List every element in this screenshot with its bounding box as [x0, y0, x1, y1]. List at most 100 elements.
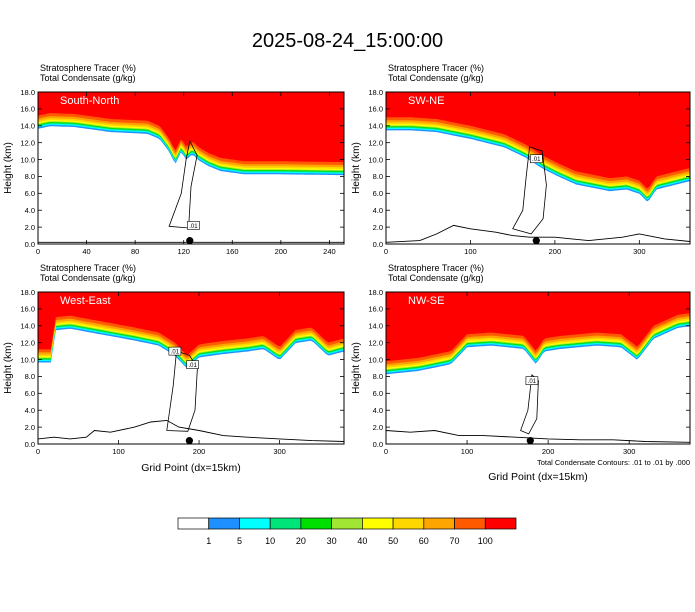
tracer-band-0 — [38, 92, 344, 163]
y-tick-label: 0.0 — [25, 440, 35, 449]
y-tick-label: 10.0 — [368, 155, 383, 164]
panel-subtitle-condensate: Total Condensate (g/kg) — [40, 273, 136, 283]
y-tick-label: 2.0 — [373, 223, 383, 232]
y-tick-label: 12.0 — [368, 338, 383, 347]
terrain-line — [386, 430, 690, 443]
panel-frame — [385, 91, 691, 245]
colorbar-swatch — [239, 517, 271, 530]
y-tick-label: 16.0 — [368, 105, 383, 114]
y-tick-label: 14.0 — [368, 122, 383, 131]
y-axis-label: Height (km) — [3, 142, 14, 194]
contour-label: .01 — [528, 379, 537, 385]
figure-title: 2025-08-24_15:00:00 — [251, 30, 444, 52]
tracer-band-0 — [386, 292, 690, 362]
x-tick-label: 40 — [82, 247, 90, 256]
y-tick-label: 0.0 — [25, 240, 35, 249]
colorbar-label: 100 — [478, 536, 493, 546]
colorbar-swatch — [269, 517, 302, 530]
contour-label-box — [168, 346, 182, 356]
y-tick-label: 16.0 — [368, 305, 383, 314]
plot-area: .01 .01 — [38, 292, 344, 444]
y-tick-label: 12.0 — [368, 138, 383, 147]
colorbar: 1 5 10 20 30 40 50 60 70 100 — [177, 517, 517, 546]
y-axis-label: Height (km) — [351, 142, 362, 194]
colorbar-label: 20 — [296, 536, 306, 546]
y-tick-label: 8.0 — [25, 172, 35, 181]
y-tick-label: 6.0 — [25, 189, 35, 198]
panel-frame — [37, 91, 345, 245]
colorbar-label: 30 — [327, 536, 337, 546]
terrain-line — [38, 419, 344, 442]
location-marker — [526, 437, 534, 445]
tracer-band-0 — [386, 92, 690, 189]
contour-label-box — [530, 154, 543, 164]
x-tick-label: 240 — [323, 247, 336, 256]
panel-label: NW-SE — [408, 295, 444, 307]
contour-label-box — [525, 376, 539, 385]
x-tick-label: 200 — [193, 447, 206, 456]
tracer-band-0 — [38, 292, 344, 355]
colorbar-swatch — [177, 517, 210, 530]
contour-label: .01 — [171, 350, 180, 356]
x-tick-label: 200 — [542, 447, 555, 456]
y-tick-label: 18.0 — [20, 88, 35, 97]
y-tick-label: 10.0 — [368, 355, 383, 364]
y-tick-label: 12.0 — [20, 138, 35, 147]
panel-frame — [37, 291, 345, 445]
y-axis-label: Height (km) — [3, 342, 14, 394]
plot-area: .01 — [386, 292, 690, 444]
y-tick-label: 4.0 — [373, 406, 383, 415]
y-tick-label: 4.0 — [25, 206, 35, 215]
y-tick-label: 8.0 — [373, 172, 383, 181]
colorbar-label: 40 — [357, 536, 367, 546]
contour-footnote: Total Condensate Contours: .01 to .01 by… — [537, 458, 690, 467]
x-tick-label: 80 — [131, 247, 139, 256]
panel-subtitle-condensate: Total Condensate (g/kg) — [40, 73, 136, 83]
y-tick-label: 10.0 — [20, 355, 35, 364]
x-tick-label: 100 — [464, 247, 477, 256]
y-tick-label: 16.0 — [20, 105, 35, 114]
y-tick-label: 14.0 — [368, 322, 383, 331]
colorbar-label: 10 — [265, 536, 275, 546]
panel-label: SW-NE — [408, 95, 444, 107]
location-marker — [185, 437, 193, 445]
panel-label: South-North — [60, 95, 119, 107]
x-tick-label: 0 — [36, 247, 40, 256]
y-tick-label: 12.0 — [20, 338, 35, 347]
colorbar-swatch — [454, 517, 486, 530]
colorbar-label: 50 — [388, 536, 398, 546]
panel-label: West-East — [60, 295, 111, 307]
panels-group: Stratosphere Tracer (%)Total Condensate … — [3, 63, 691, 483]
y-tick-label: 16.0 — [20, 305, 35, 314]
y-tick-label: 2.0 — [25, 223, 35, 232]
colorbar-label: 5 — [237, 536, 242, 546]
colorbar-swatch — [208, 517, 240, 530]
y-tick-label: 2.0 — [25, 423, 35, 432]
x-tick-label: 300 — [633, 247, 646, 256]
x-tick-label: 0 — [384, 447, 388, 456]
y-tick-label: 0.0 — [373, 240, 383, 249]
panel-subtitle-tracer: Stratosphere Tracer (%) — [40, 63, 136, 73]
y-tick-label: 18.0 — [368, 288, 383, 297]
panel-subtitle-tracer: Stratosphere Tracer (%) — [388, 63, 484, 73]
x-tick-label: 200 — [275, 247, 288, 256]
panel-1: Stratosphere Tracer (%)Total Condensate … — [351, 63, 691, 256]
x-axis-label: Grid Point (dx=15km) — [141, 462, 241, 474]
y-tick-label: 8.0 — [25, 372, 35, 381]
panel-subtitle-tracer: Stratosphere Tracer (%) — [388, 263, 484, 273]
colorbar-label: 1 — [206, 536, 211, 546]
panel-subtitle-condensate: Total Condensate (g/kg) — [388, 73, 484, 83]
colorbar-label: 60 — [419, 536, 429, 546]
x-tick-label: 100 — [112, 447, 125, 456]
plot-area: .01 — [386, 92, 690, 244]
contour-label: .01 — [188, 363, 197, 369]
colorbar-swatch — [362, 517, 394, 530]
y-tick-label: 0.0 — [373, 440, 383, 449]
contour-label: .01 — [189, 224, 198, 230]
colorbar-swatch — [392, 517, 425, 530]
y-tick-label: 10.0 — [20, 155, 35, 164]
y-tick-label: 6.0 — [373, 189, 383, 198]
condensate-contour — [520, 373, 539, 435]
y-tick-label: 4.0 — [373, 206, 383, 215]
